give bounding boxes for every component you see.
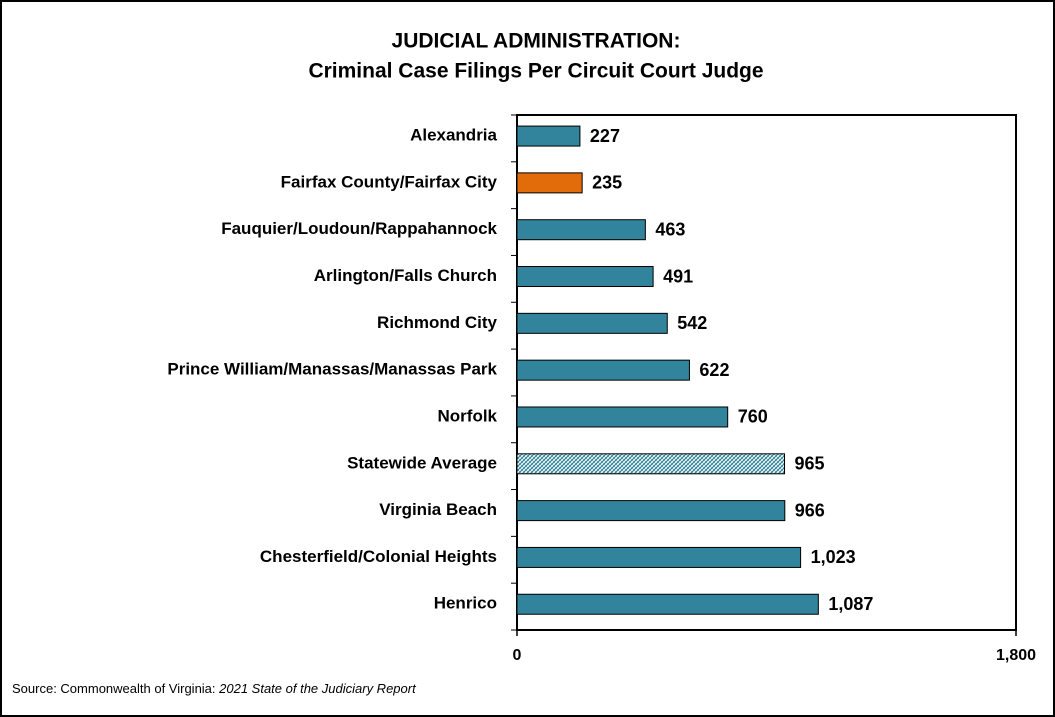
value-label: 542 (677, 313, 707, 333)
bar (516, 312, 668, 334)
value-label: 491 (663, 266, 693, 286)
y-tick-label: Virginia Beach (379, 500, 497, 519)
bar (516, 359, 690, 381)
chart-title: JUDICIAL ADMINISTRATION: (392, 30, 681, 53)
chart-subtitle: Criminal Case Filings Per Circuit Court … (308, 60, 763, 83)
y-tick-label: Norfolk (438, 406, 498, 425)
bar (516, 266, 654, 288)
bar (516, 453, 786, 475)
bar (516, 219, 646, 241)
value-label: 1,087 (828, 594, 873, 614)
value-label: 760 (738, 407, 768, 427)
bar (516, 172, 583, 194)
y-tick-label: Alexandria (410, 126, 497, 145)
value-label: 463 (655, 219, 685, 239)
value-label: 235 (592, 173, 622, 193)
bar (516, 593, 819, 615)
y-tick-label: Fauquier/Loudoun/Rappahannock (221, 219, 497, 238)
y-tick-label: Chesterfield/Colonial Heights (260, 547, 497, 566)
bar (516, 125, 581, 147)
bar (516, 546, 802, 568)
value-label: 965 (795, 454, 825, 474)
bar (516, 406, 729, 428)
value-label: 1,023 (811, 547, 856, 567)
y-tick-label: Richmond City (377, 313, 497, 332)
y-tick-label: Statewide Average (347, 453, 497, 472)
source-title: 2021 State of the Judiciary Report (218, 681, 417, 696)
y-tick-label: Henrico (434, 594, 497, 613)
y-tick-label: Prince William/Manassas/Manassas Park (167, 360, 497, 379)
value-label: 227 (590, 126, 620, 146)
x-tick-label: 0 (513, 647, 522, 664)
source-prefix: Source: Commonwealth of Virginia: (12, 681, 219, 696)
bar (516, 500, 786, 522)
y-tick-label: Fairfax County/Fairfax City (281, 172, 498, 191)
source: Source: Commonwealth of Virginia: 2021 S… (12, 681, 417, 696)
y-tick-label: Arlington/Falls Church (314, 266, 497, 285)
value-label: 966 (795, 500, 825, 520)
x-tick-label: 1,800 (996, 647, 1036, 664)
value-label: 622 (699, 360, 729, 380)
